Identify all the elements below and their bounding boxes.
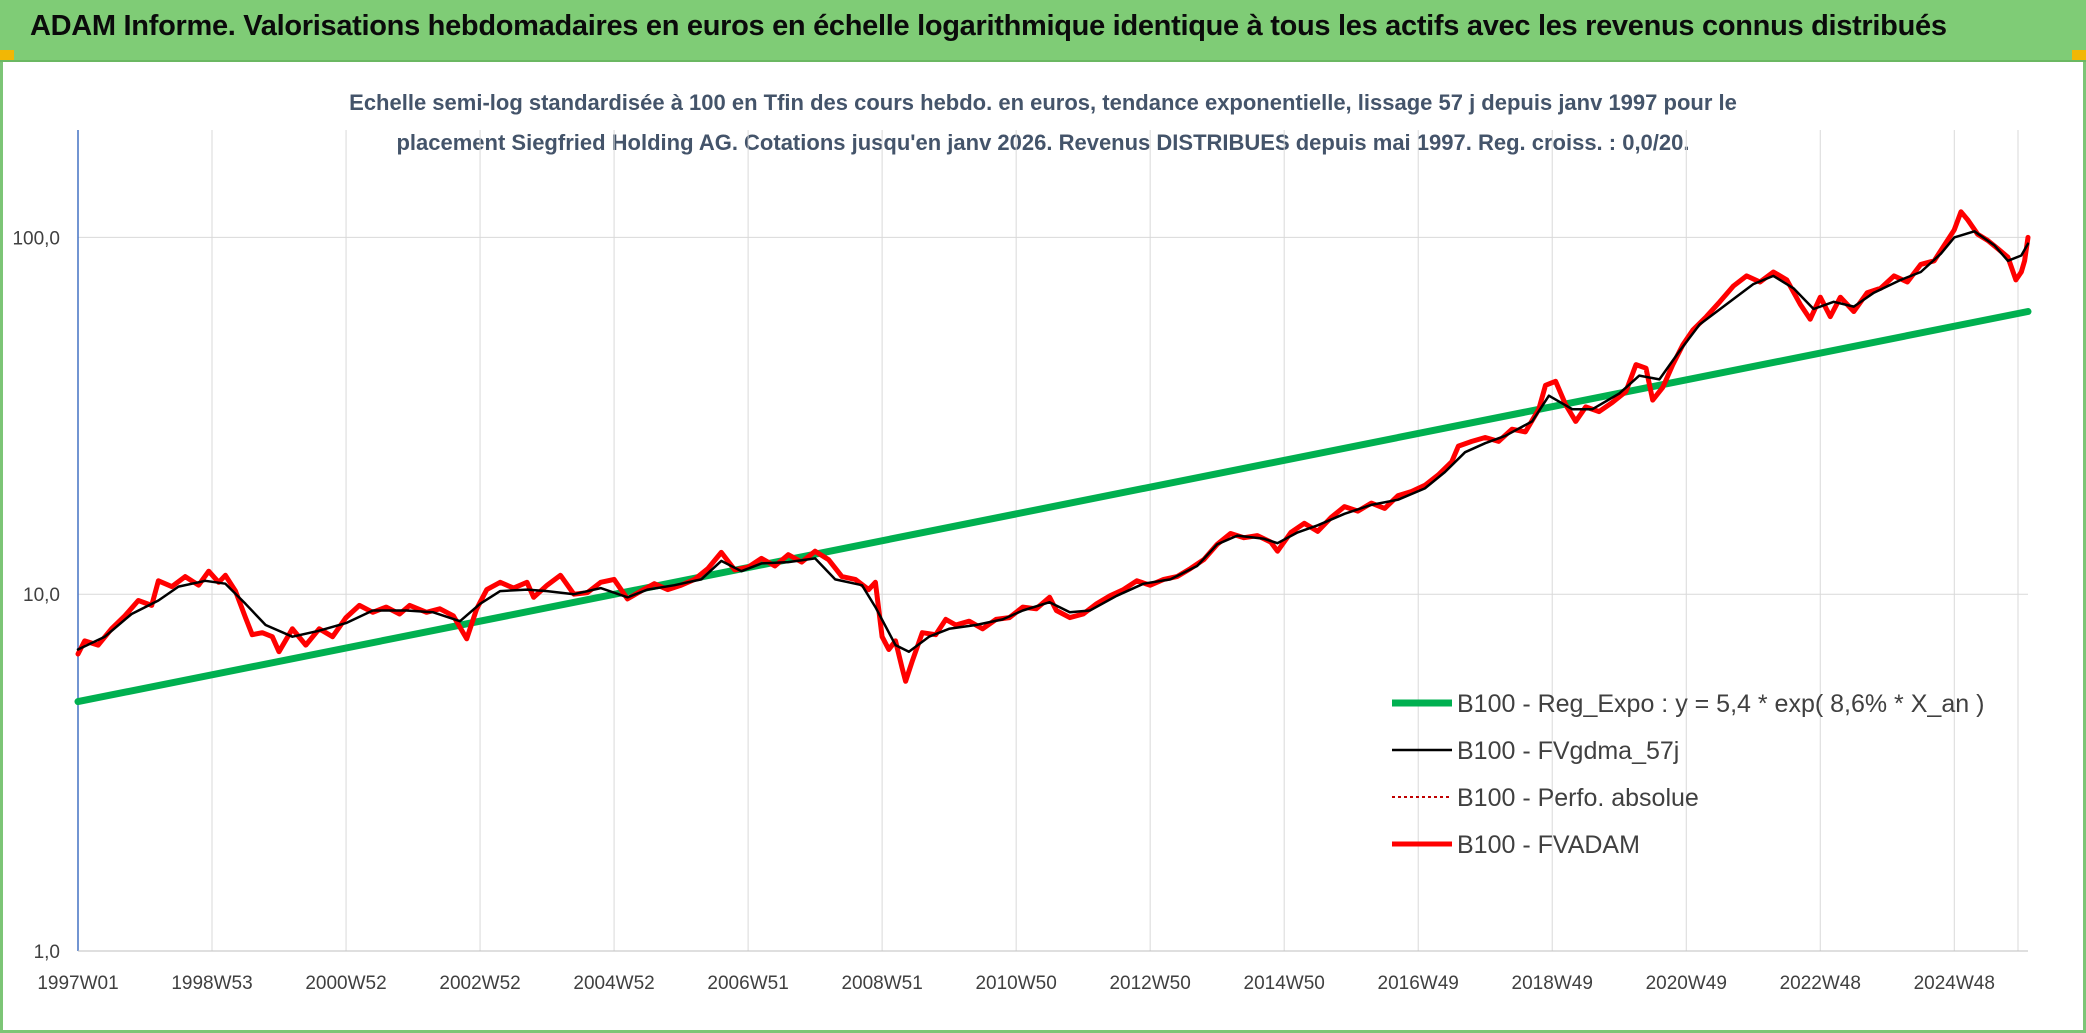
- x-tick-label: 1998W53: [171, 973, 252, 994]
- x-tick-label: 2020W49: [1646, 973, 1727, 994]
- legend-label: B100 - Reg_Expo : y = 5,4 * exp( 8,6% * …: [1457, 690, 1984, 718]
- corner-marker-right: [2072, 50, 2086, 60]
- corner-marker-left: [0, 50, 14, 60]
- legend-label: B100 - FVgdma_57j: [1457, 737, 1679, 765]
- series-line-smoothed: [76, 230, 2030, 653]
- x-tick-label: 2008W51: [841, 973, 922, 994]
- legend-label: B100 - Perfo. absolue: [1457, 784, 1699, 812]
- series-line-regression: [74, 308, 2032, 706]
- chart-legend: B100 - Reg_Expo : y = 5,4 * exp( 8,6% * …: [1392, 690, 1984, 859]
- x-tick-label: 2024W48: [1914, 973, 1995, 994]
- chart-subtitle-line: Echelle semi-log standardisée à 100 en T…: [349, 90, 1737, 115]
- y-tick-label: 100,0: [12, 228, 60, 249]
- series-lines: [74, 209, 2032, 706]
- page-title: ADAM Informe. Valorisations hebdomadaire…: [30, 10, 1947, 42]
- x-tick-label: 2018W49: [1512, 973, 1593, 994]
- x-tick-label: 2014W50: [1244, 973, 1325, 994]
- legend-label: B100 - FVADAM: [1457, 831, 1640, 859]
- y-tick-label: 1,0: [34, 942, 60, 963]
- chart-subtitle: Echelle semi-log standardisée à 100 en T…: [349, 90, 1737, 155]
- x-tick-label: 1997W01: [37, 973, 118, 994]
- x-tick-label: 2002W52: [439, 973, 520, 994]
- x-tick-label: 2010W50: [975, 973, 1056, 994]
- x-tick-label: 2006W51: [707, 973, 788, 994]
- x-tick-label: 2012W50: [1109, 973, 1190, 994]
- x-tick-label: 2016W49: [1378, 973, 1459, 994]
- axes: 1997W01 1998W53 2000W52 2002W52 2004W52 2006W…: [12, 130, 2028, 994]
- header-bar: ADAM Informe. Valorisations hebdomadaire…: [0, 0, 2086, 62]
- grid-lines: [77, 130, 2028, 952]
- y-tick-label: 10,0: [23, 585, 60, 606]
- x-tick-label: 2000W52: [305, 973, 386, 994]
- x-tick-label: 2004W52: [573, 973, 654, 994]
- x-tick-label: 2022W48: [1780, 973, 1861, 994]
- chart-subtitle-line: placement Siegfried Holding AG. Cotation…: [396, 130, 1689, 155]
